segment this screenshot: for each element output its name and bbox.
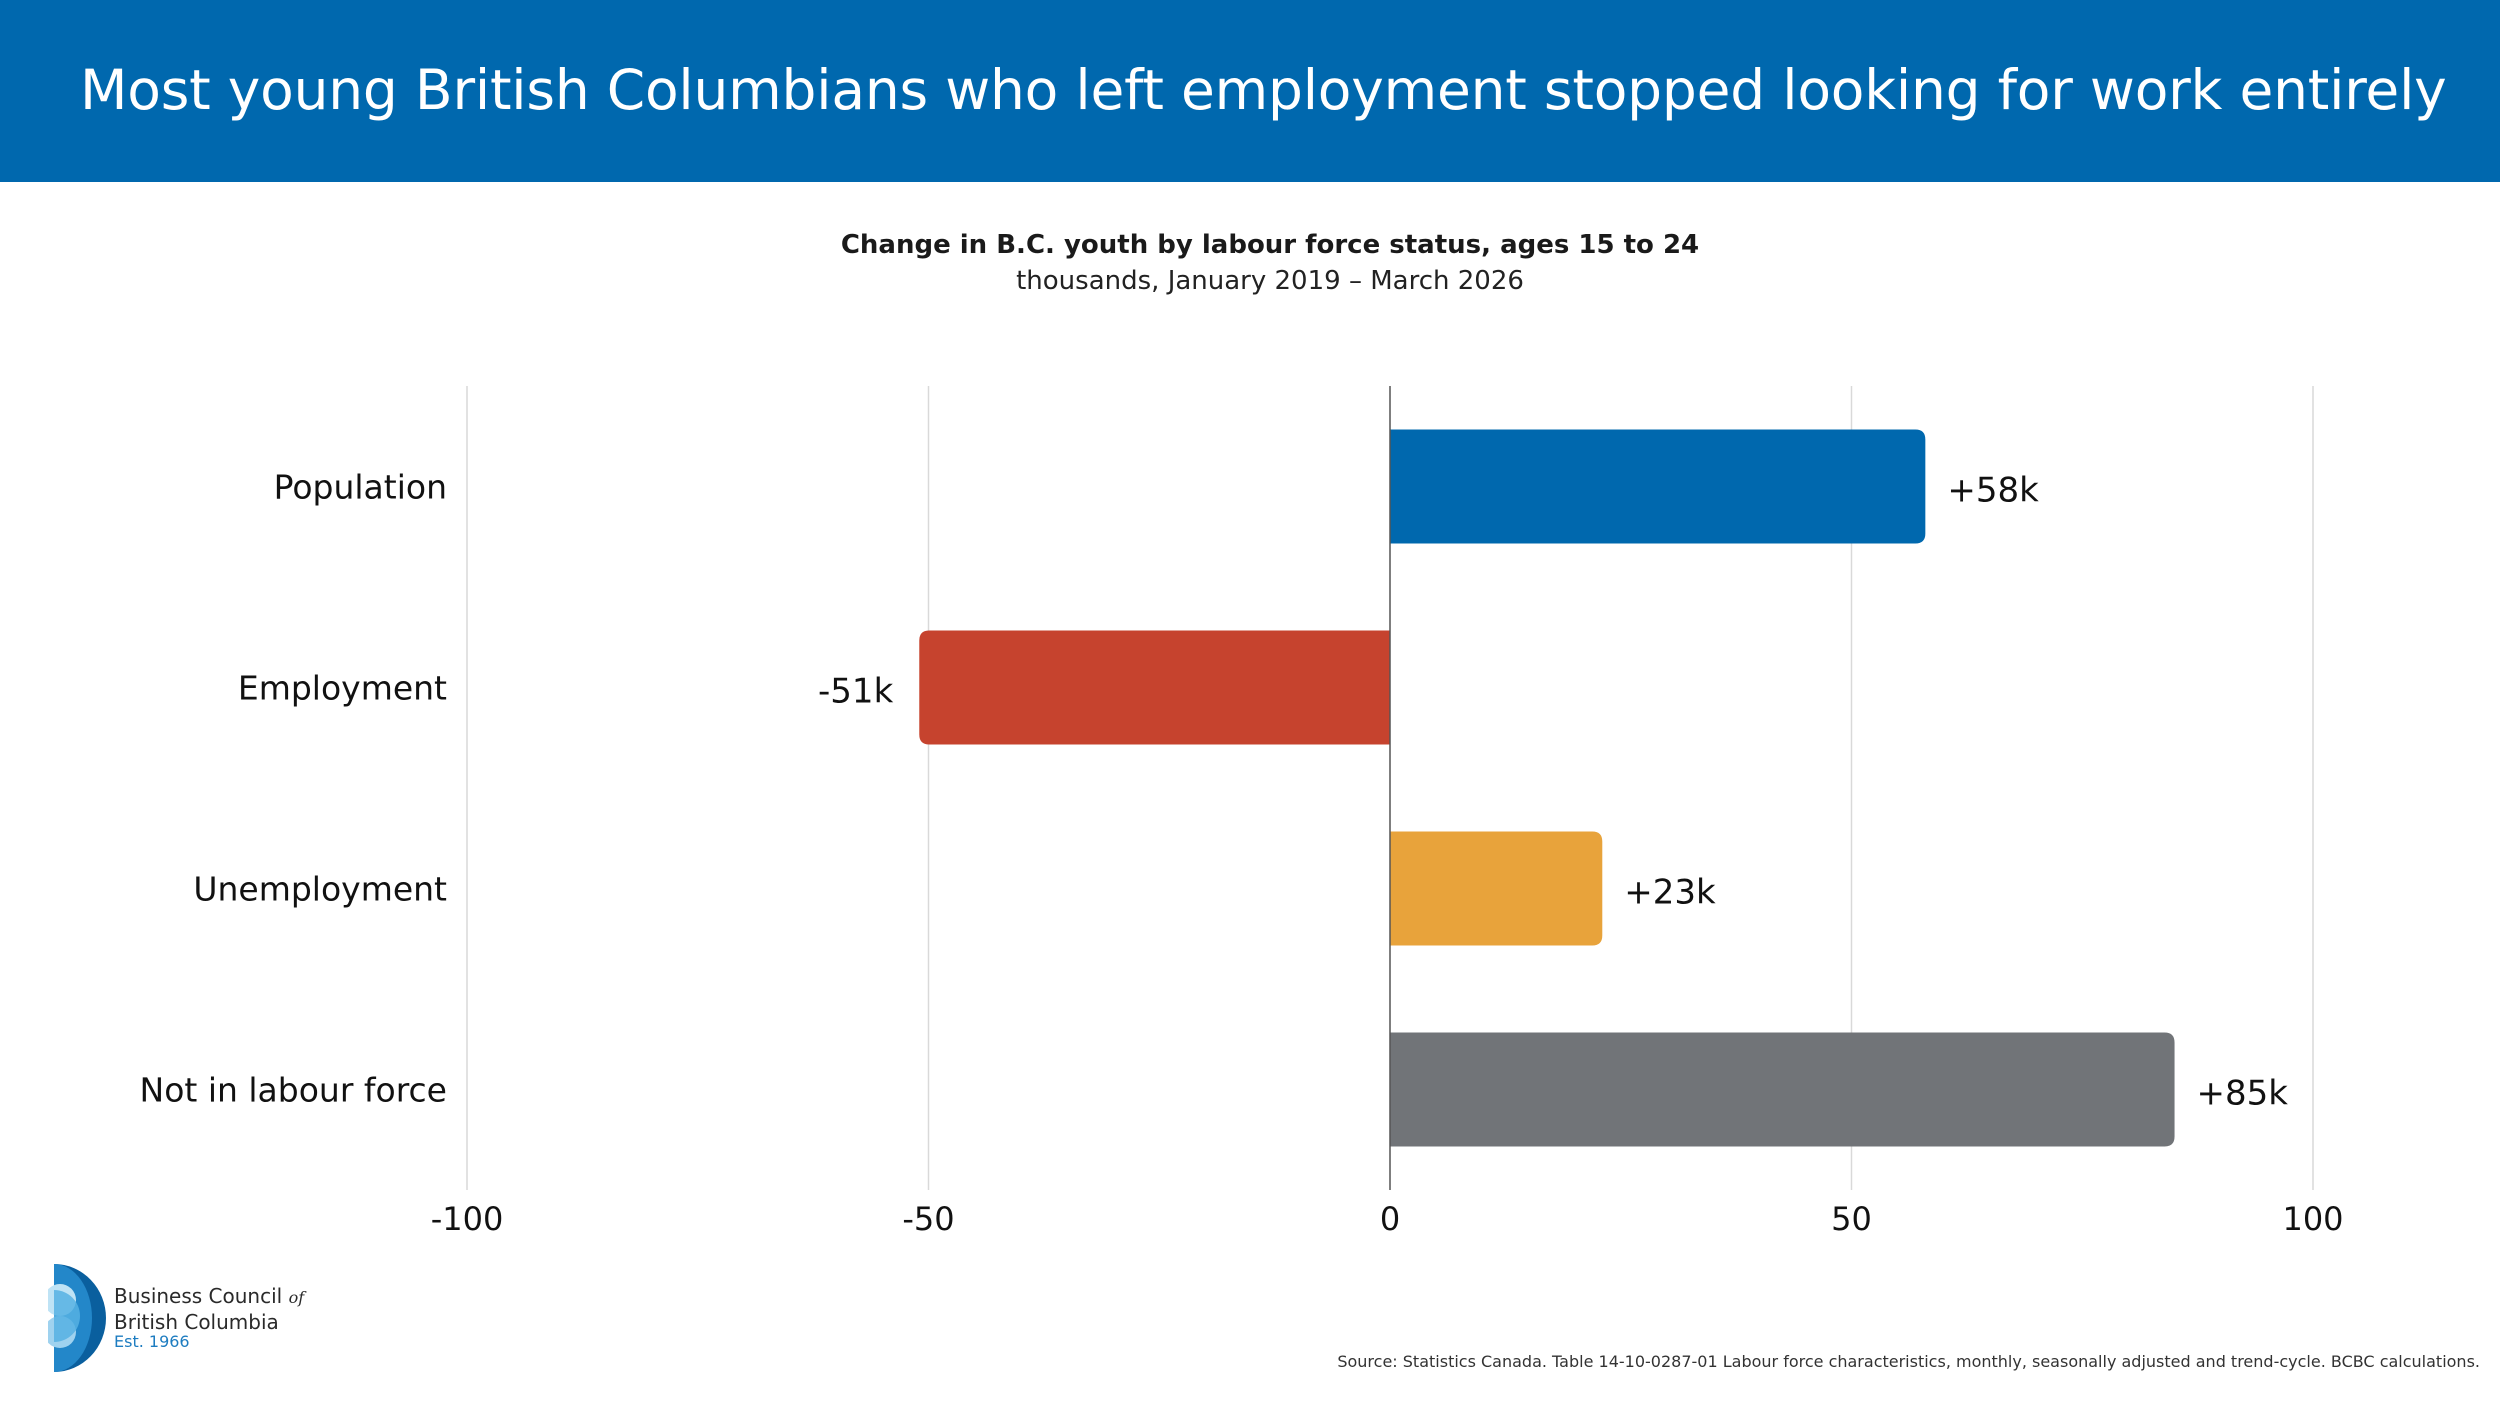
bar xyxy=(1390,1032,2175,1147)
chart-title: Change in B.C. youth by labour force sta… xyxy=(840,230,1700,260)
page-headline: Most young British Columbians who left e… xyxy=(80,58,2447,122)
data-label: +23k xyxy=(1624,873,1716,913)
data-label: +85k xyxy=(2197,1074,2289,1114)
data-label: -51k xyxy=(818,672,894,712)
x-tick-label: 100 xyxy=(2282,1200,2343,1238)
x-tick-label: 50 xyxy=(1831,1200,1872,1238)
bar xyxy=(1390,831,1603,946)
category-label: Unemployment xyxy=(193,870,447,909)
category-label: Not in labour force xyxy=(140,1071,447,1110)
data-label: +58k xyxy=(1947,471,2039,511)
bcbc-logo-icon xyxy=(48,1264,106,1372)
category-label: Population xyxy=(274,468,447,507)
bar xyxy=(1390,429,1926,544)
category-label: Employment xyxy=(238,669,447,708)
x-tick-label: -100 xyxy=(431,1200,504,1238)
x-tick-label: -50 xyxy=(902,1200,954,1238)
logo-established: Est. 1966 xyxy=(114,1332,190,1351)
bar xyxy=(919,630,1390,745)
header-bar xyxy=(0,0,2500,182)
source-note: Source: Statistics Canada. Table 14-10-0… xyxy=(1337,1352,2480,1371)
chart-subtitle: thousands, January 2019 – March 2026 xyxy=(1016,266,1524,296)
logo-wordmark: Business Council of British Columbia xyxy=(114,1284,305,1334)
x-tick-label: 0 xyxy=(1380,1200,1400,1238)
